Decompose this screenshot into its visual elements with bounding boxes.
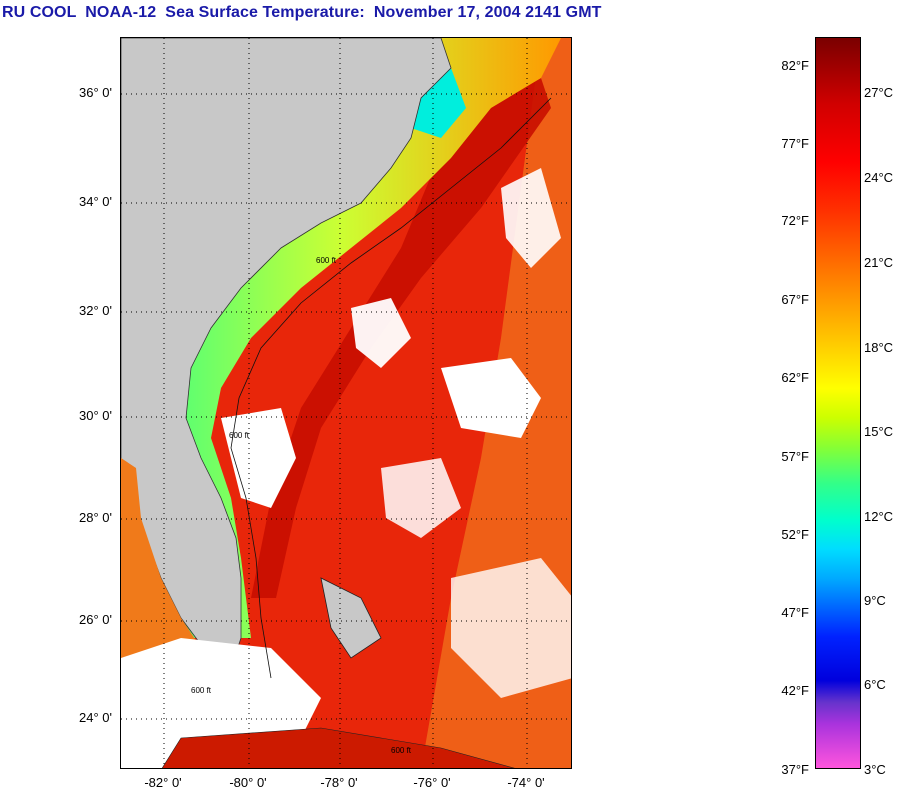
latitude-label: 34° 0' <box>79 194 112 209</box>
longitude-label: -82° 0' <box>144 775 182 790</box>
fahrenheit-label: 62°F <box>781 370 809 385</box>
latitude-label: 26° 0' <box>79 612 112 627</box>
celsius-label: 9°C <box>864 593 886 608</box>
celsius-label: 21°C <box>864 255 894 270</box>
celsius-label: 3°C <box>864 762 886 777</box>
contour-label: 600 ft <box>391 746 412 755</box>
celsius-label: 27°C <box>864 85 894 100</box>
gulf-water <box>121 458 211 663</box>
cloud-area <box>501 168 561 268</box>
cloud-area <box>381 458 461 538</box>
celsius-label: 15°C <box>864 424 894 439</box>
sst-map-image: 600 ft 600 ft 600 ft 600 ft <box>121 38 571 768</box>
fahrenheit-label: 82°F <box>781 58 809 73</box>
cloud-area <box>351 298 411 368</box>
longitude-label: -80° 0' <box>229 775 267 790</box>
cloud-area <box>451 558 571 698</box>
latitude-label: 24° 0' <box>79 710 112 725</box>
celsius-label: 18°C <box>864 340 894 355</box>
latitude-label: 36° 0' <box>79 85 112 100</box>
cuba-coast-water <box>161 727 515 768</box>
celsius-label: 12°C <box>864 509 894 524</box>
latitude-label: 32° 0' <box>79 303 112 318</box>
cloud-area <box>441 358 541 438</box>
fahrenheit-label: 42°F <box>781 683 809 698</box>
depth-contour-600ft <box>230 97 552 679</box>
longitude-label: -76° 0' <box>413 775 451 790</box>
temperature-colorbar <box>815 37 861 769</box>
contour-label: 600 ft <box>316 256 337 265</box>
celsius-label: 6°C <box>864 677 886 692</box>
fahrenheit-label: 72°F <box>781 213 809 228</box>
page-title: RU COOL NOAA-12 Sea Surface Temperature:… <box>2 4 602 21</box>
fahrenheit-label: 52°F <box>781 527 809 542</box>
fahrenheit-label: 37°F <box>781 762 809 777</box>
fahrenheit-label: 57°F <box>781 449 809 464</box>
contour-label: 600 ft <box>191 686 212 695</box>
cloud-area <box>221 408 296 508</box>
celsius-label: 24°C <box>864 170 894 185</box>
longitude-label: -78° 0' <box>320 775 358 790</box>
gulf-stream <box>251 78 551 598</box>
graticule <box>121 38 571 768</box>
bahamas-island <box>320 577 382 659</box>
sst-map[interactable]: 600 ft 600 ft 600 ft 600 ft <box>120 37 572 769</box>
fahrenheit-label: 67°F <box>781 292 809 307</box>
longitude-label: -74° 0' <box>507 775 545 790</box>
fahrenheit-label: 47°F <box>781 605 809 620</box>
contour-label: 600 ft <box>229 431 250 440</box>
latitude-label: 28° 0' <box>79 510 112 525</box>
fahrenheit-label: 77°F <box>781 136 809 151</box>
latitude-label: 30° 0' <box>79 408 112 423</box>
